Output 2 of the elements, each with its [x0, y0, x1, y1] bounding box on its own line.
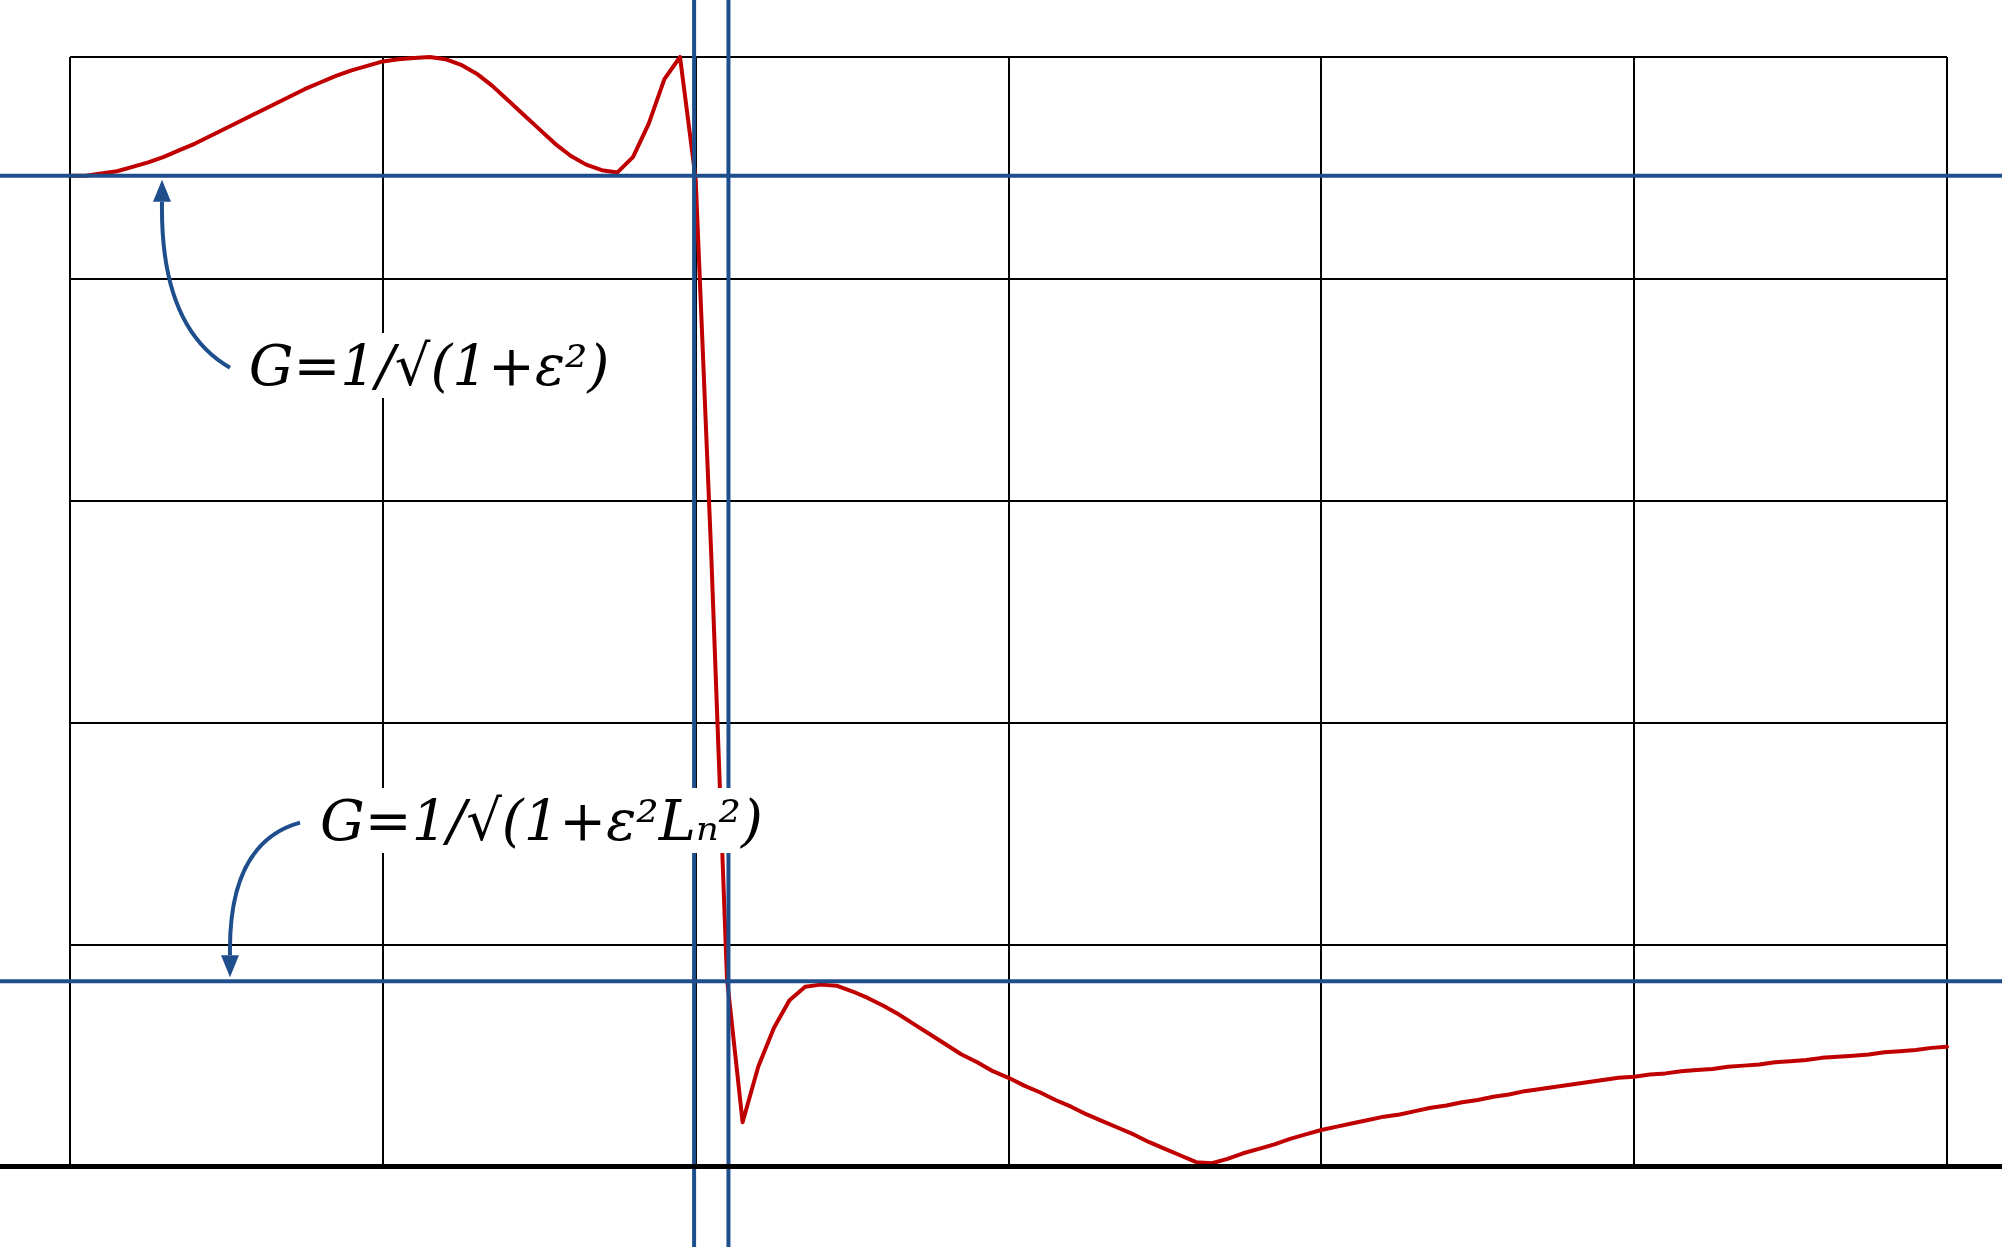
annotation: G=1/√(1+ε²)	[242, 332, 616, 398]
annotation: G=1/√(1+ε²Lₙ²)	[314, 787, 769, 853]
